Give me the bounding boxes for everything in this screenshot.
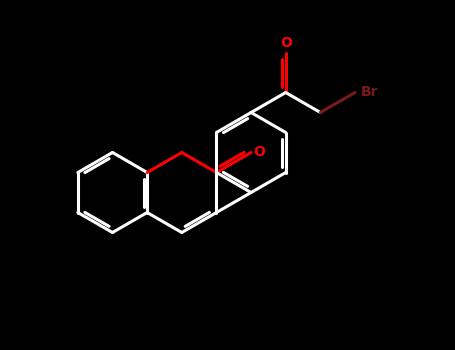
- Text: O: O: [253, 146, 265, 160]
- Text: Br: Br: [361, 85, 379, 99]
- Text: O: O: [280, 36, 292, 50]
